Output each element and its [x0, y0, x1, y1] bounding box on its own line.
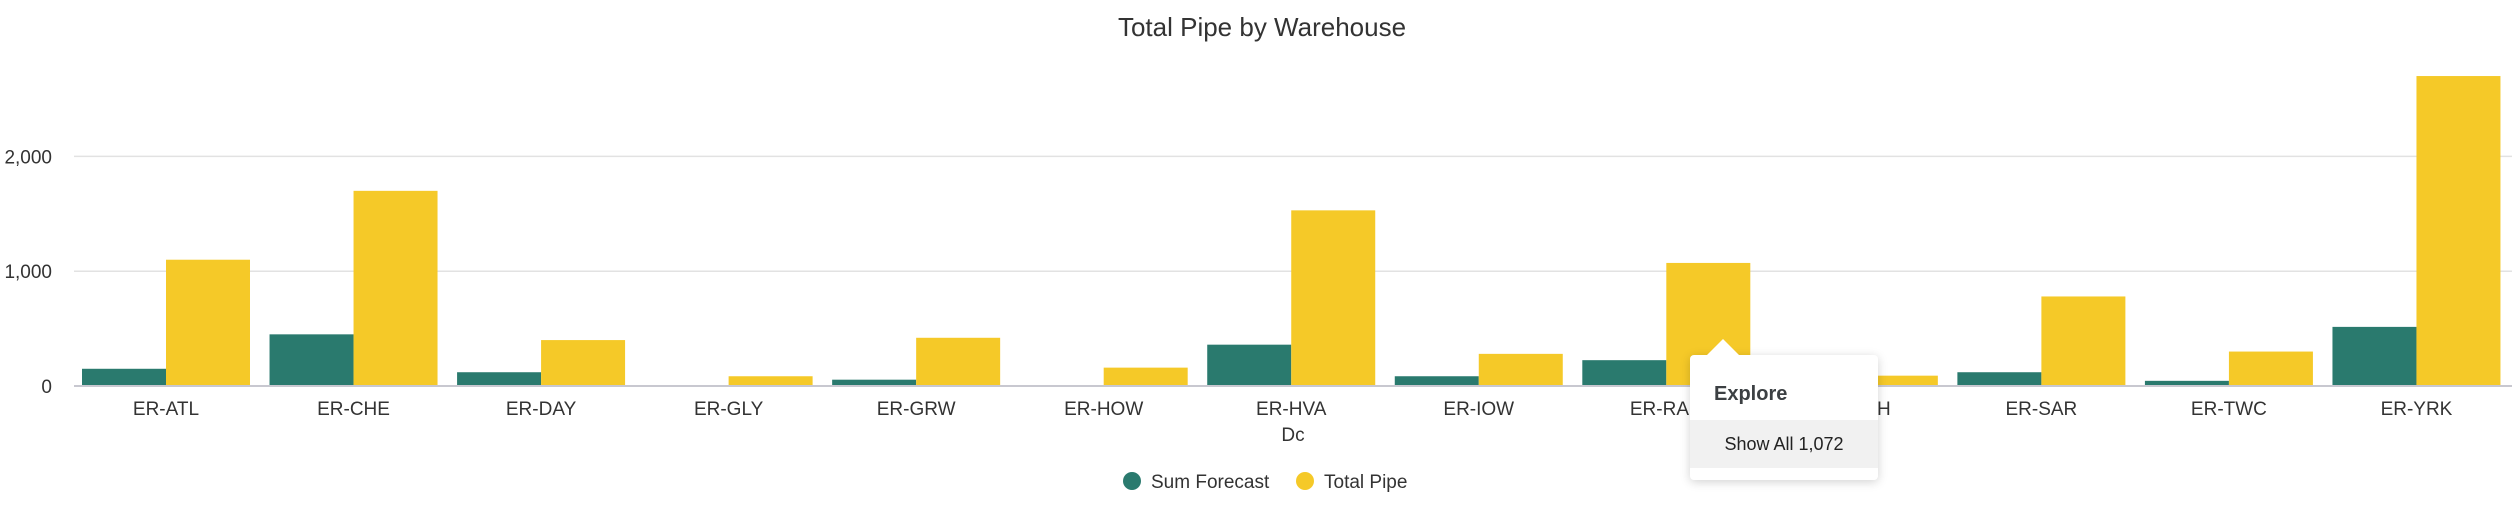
chart-title: Total Pipe by Warehouse	[1118, 12, 1406, 42]
x-tick-label: ER-HVA	[1256, 399, 1327, 420]
explore-popup: Explore Show All 1,072	[1690, 339, 1878, 480]
bar-total-pipe	[2228, 351, 2313, 386]
x-tick-label: ER-IOW	[1443, 399, 1514, 420]
legend-marker	[1123, 472, 1141, 490]
y-tick-label: 1,000	[4, 262, 52, 283]
x-tick-label: ER-TWC	[2191, 399, 2267, 420]
bar-sum-forecast	[269, 334, 354, 386]
x-tick-label: ER-ATL	[133, 399, 199, 420]
bar-sum-forecast	[2332, 326, 2417, 386]
bar-total-pipe	[2041, 296, 2126, 386]
bar-total-pipe	[1478, 353, 1563, 386]
bar-total-pipe	[541, 340, 626, 386]
bar-total-pipe	[166, 259, 250, 386]
bar-sum-forecast	[1582, 360, 1667, 386]
explore-title: Explore	[1714, 383, 1788, 405]
bar-total-pipe	[1853, 375, 1938, 386]
y-tick-label: 2,000	[4, 147, 52, 168]
bar-sum-forecast	[2144, 380, 2229, 386]
bar-sum-forecast	[457, 372, 542, 386]
bar-total-pipe	[2416, 76, 2501, 386]
bar-total-pipe	[1291, 210, 1376, 386]
bar-total-pipe	[916, 337, 1001, 386]
x-tick-label: ER-CHE	[317, 399, 390, 420]
bar-sum-forecast	[1957, 372, 2042, 386]
bar-total-pipe	[353, 190, 438, 386]
x-tick-label: ER-HOW	[1064, 399, 1143, 420]
bar-sum-forecast	[1394, 376, 1479, 386]
bar-total-pipe	[1103, 367, 1188, 386]
legend-label: Sum Forecast	[1151, 472, 1270, 493]
bar-sum-forecast	[1207, 344, 1292, 386]
x-tick-label: ER-SAR	[2005, 399, 2077, 420]
bar-total-pipe	[728, 376, 813, 386]
legend-label: Total Pipe	[1324, 472, 1407, 493]
bar-sum-forecast	[82, 368, 166, 386]
y-tick-label: 0	[41, 377, 52, 398]
legend-marker	[1296, 472, 1314, 490]
x-tick-label: ER-GLY	[694, 399, 764, 420]
x-tick-label: ER-YRK	[2381, 399, 2453, 420]
x-tick-label: ER-DAY	[506, 399, 577, 420]
x-tick-label: ER-RAC	[1630, 399, 1703, 420]
x-axis-label: Dc	[1281, 425, 1304, 446]
x-tick-label: ER-GRW	[877, 399, 956, 420]
show-all-button[interactable]: Show All 1,072	[1690, 420, 1878, 468]
bar-sum-forecast	[832, 379, 917, 386]
